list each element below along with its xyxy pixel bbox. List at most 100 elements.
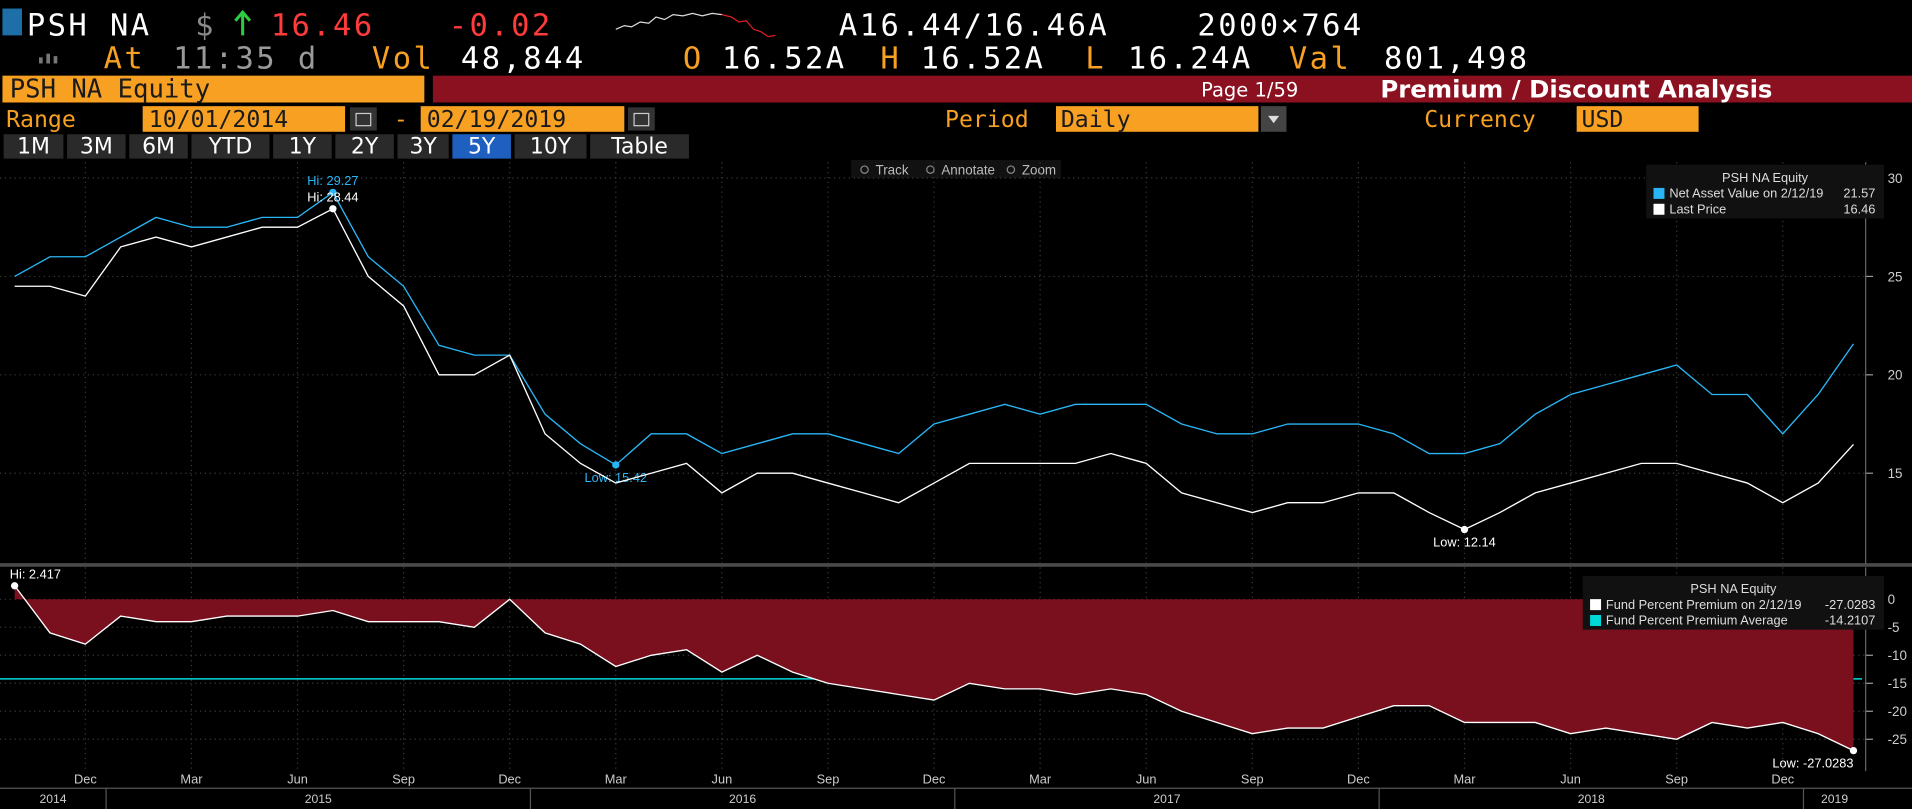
legend-swatch <box>1653 203 1665 215</box>
high: 16.52A <box>921 41 1046 76</box>
legend-box <box>1646 164 1884 219</box>
function-title: Premium / Discount Analysis <box>1380 75 1772 104</box>
mini-bars <box>39 57 43 64</box>
legend-swatch <box>1653 187 1665 199</box>
range-buttons: 1M 3M 6M YTD 1Y 2Y 3Y 5Y 10Y Table <box>3 134 689 160</box>
toolbar-item[interactable]: Track <box>876 162 909 177</box>
period-field[interactable] <box>1055 106 1259 132</box>
year-label: 2017 <box>1153 792 1180 806</box>
y-tick-label: -5 <box>1888 620 1900 635</box>
range-button[interactable] <box>191 134 270 159</box>
x-tick-label: Mar <box>1029 771 1052 786</box>
toolbar-bg <box>851 159 1061 179</box>
annotation-dot <box>612 461 620 469</box>
range-button[interactable] <box>335 134 394 159</box>
range-button[interactable] <box>67 134 126 159</box>
value-traded: 801,498 <box>1384 41 1530 76</box>
toolbar-item[interactable]: Annotate <box>941 162 995 177</box>
series-line <box>14 191 1855 466</box>
y-tick-label: 0 <box>1888 592 1895 607</box>
annotation-label: Hi: 28.44 <box>307 189 358 204</box>
x-tick-label: Sep <box>817 771 840 786</box>
annotation-dot <box>1849 746 1858 755</box>
x-tick-label: Mar <box>180 771 203 786</box>
open: 16.52A <box>722 41 847 76</box>
sparkline <box>615 12 722 30</box>
range-button[interactable] <box>3 134 64 159</box>
time: 11:35 d <box>173 41 319 76</box>
calendar-button[interactable] <box>349 107 377 131</box>
legend-box <box>1582 575 1884 630</box>
legend-label: Net Asset Value on 2/12/19 <box>1669 186 1823 201</box>
legend-label: Fund Percent Premium on 2/12/19 <box>1606 597 1802 612</box>
page-number: Page 1/59 <box>1201 78 1298 101</box>
last-price: 16.46 <box>271 8 375 43</box>
dropdown-icon <box>1268 115 1280 124</box>
toolbar-item[interactable]: Zoom <box>1022 162 1056 177</box>
year-label: 2019 <box>1821 792 1848 806</box>
legend-swatch <box>1590 599 1602 611</box>
mini-bars <box>46 53 50 64</box>
range-button-label: 1Y <box>289 135 317 160</box>
currency: $ <box>195 8 216 43</box>
calendar-button[interactable] <box>627 107 655 131</box>
annotation-dot <box>329 188 337 197</box>
x-tick-label: Dec <box>1771 771 1794 786</box>
year-label: 2016 <box>729 792 756 806</box>
range-button-label: 6M <box>142 135 175 160</box>
series-line <box>14 585 1854 752</box>
range-button-label: 3M <box>80 135 113 160</box>
end-date-field[interactable] <box>420 106 625 132</box>
security-box <box>2 75 425 103</box>
toolbar-icon <box>926 165 935 174</box>
low-label: L <box>1085 41 1106 76</box>
security-marker <box>2 8 22 36</box>
annotation-label: Low: 12.14 <box>1433 535 1496 550</box>
legend-value: -27.0283 <box>1825 597 1876 612</box>
annotation-dot <box>1460 525 1469 534</box>
annotation-dot <box>10 582 19 590</box>
range-button[interactable] <box>129 134 188 159</box>
range-button-label: 10Y <box>530 135 572 160</box>
y-tick-label: -15 <box>1888 676 1907 691</box>
currency-field[interactable] <box>1576 106 1699 132</box>
period-label: Period <box>945 106 1029 133</box>
range-label: Range <box>6 106 76 133</box>
x-tick-label: Sep <box>1241 771 1264 786</box>
x-tick-label: Mar <box>605 771 628 786</box>
y-tick-label: -20 <box>1888 704 1907 719</box>
x-tick-label: Dec <box>923 771 946 786</box>
x-tick-label: Jun <box>1560 771 1581 786</box>
legend-swatch <box>1590 614 1602 626</box>
x-tick-label: Dec <box>1347 771 1370 786</box>
x-tick-label: Jun <box>287 771 308 786</box>
legend-label: Fund Percent Premium Average <box>1606 613 1788 628</box>
chart-toolbar: Track Annotate Zoom <box>851 159 1061 179</box>
x-tick-label: Jun <box>1136 771 1157 786</box>
range-button[interactable] <box>397 134 449 159</box>
range-button[interactable] <box>452 134 511 159</box>
volume: 48,844 <box>461 41 586 76</box>
end-date: 02/19/2019 <box>427 106 566 133</box>
range-button-label: Table <box>610 135 668 160</box>
start-date-field[interactable] <box>142 106 346 132</box>
open-label: O <box>683 41 704 76</box>
y-tick-label: -10 <box>1888 648 1907 663</box>
y-tick-label: 25 <box>1888 269 1903 284</box>
year-label: 2015 <box>305 792 332 806</box>
x-tick-label: Sep <box>1665 771 1688 786</box>
range-button[interactable] <box>514 134 587 159</box>
toolbar-icon <box>860 165 869 174</box>
sparkline-down <box>721 14 776 38</box>
range-button[interactable] <box>590 134 689 159</box>
x-tick-label: Dec <box>498 771 521 786</box>
currency-value: USD <box>1582 106 1624 133</box>
range-button[interactable] <box>273 134 332 159</box>
toolbar-icon <box>1006 165 1016 174</box>
range-button-label: YTD <box>208 135 253 160</box>
x-tick-label: Sep <box>392 771 415 786</box>
vol-label: Vol <box>372 41 434 76</box>
x-tick-label: Dec <box>74 771 97 786</box>
